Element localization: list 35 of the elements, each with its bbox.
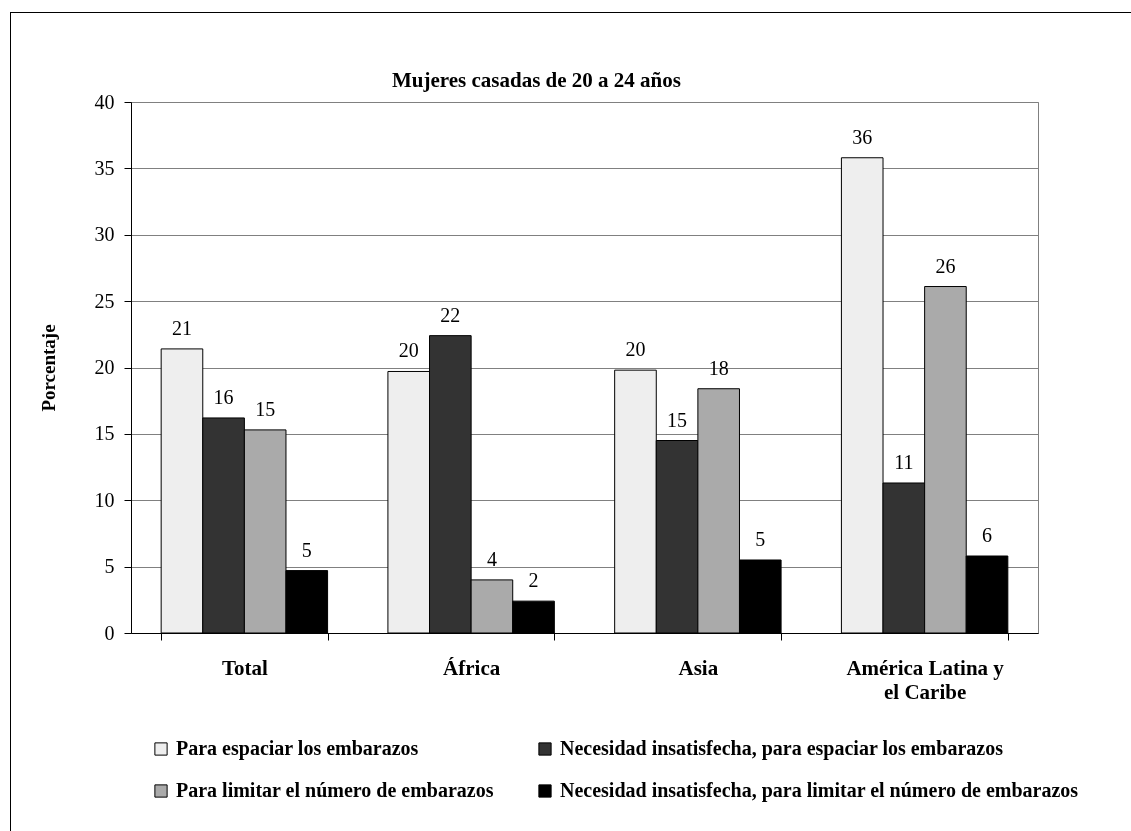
legend-label: Necesidad insatisfecha, para espaciar los embarazos (560, 737, 1004, 760)
data-label: 22 (440, 303, 461, 326)
data-label: 2 (528, 569, 539, 592)
data-label: 20 (398, 339, 419, 362)
x-tick-label: África (443, 655, 501, 680)
y-tick-label: 5 (104, 555, 115, 578)
data-label: 4 (486, 547, 497, 570)
y-tick-label: 20 (94, 356, 115, 378)
data-label: 6 (982, 524, 993, 547)
legend-label: Necesidad insatisfecha, para limitar el número de embarazos (560, 779, 1079, 802)
data-label: 15 (255, 397, 276, 420)
y-axis-title: Porcentaje (37, 324, 59, 412)
y-tick-label: 25 (94, 289, 115, 312)
data-label: 5 (755, 527, 766, 550)
x-tick-label: América Latina y el Caribe (846, 655, 1005, 704)
legend-label: Para limitar el número de embarazos (176, 779, 494, 801)
x-tick-label: Total (221, 655, 268, 680)
y-tick-label: 0 (104, 621, 115, 644)
chart-title: Mujeres casadas de 20 a 24 años (392, 68, 681, 92)
data-label: 26 (935, 254, 956, 277)
data-label: 36 (852, 125, 873, 148)
y-tick-label: 40 (94, 90, 115, 113)
data-label: 16 (213, 385, 234, 408)
y-tick-label: 10 (94, 488, 115, 511)
data-label: 15 (667, 408, 688, 431)
y-tick-label: 35 (94, 156, 115, 179)
data-label: 20 (625, 338, 646, 361)
data-label: 21 (171, 316, 192, 339)
y-tick-label: 15 (94, 422, 115, 445)
data-label: 11 (894, 450, 914, 473)
data-label: 18 (708, 356, 729, 379)
data-label: 5 (301, 538, 312, 561)
y-tick-label: 30 (94, 223, 115, 246)
x-tick-label: Asia (678, 655, 719, 680)
legend-label: Para espaciar los embarazos (176, 737, 419, 760)
